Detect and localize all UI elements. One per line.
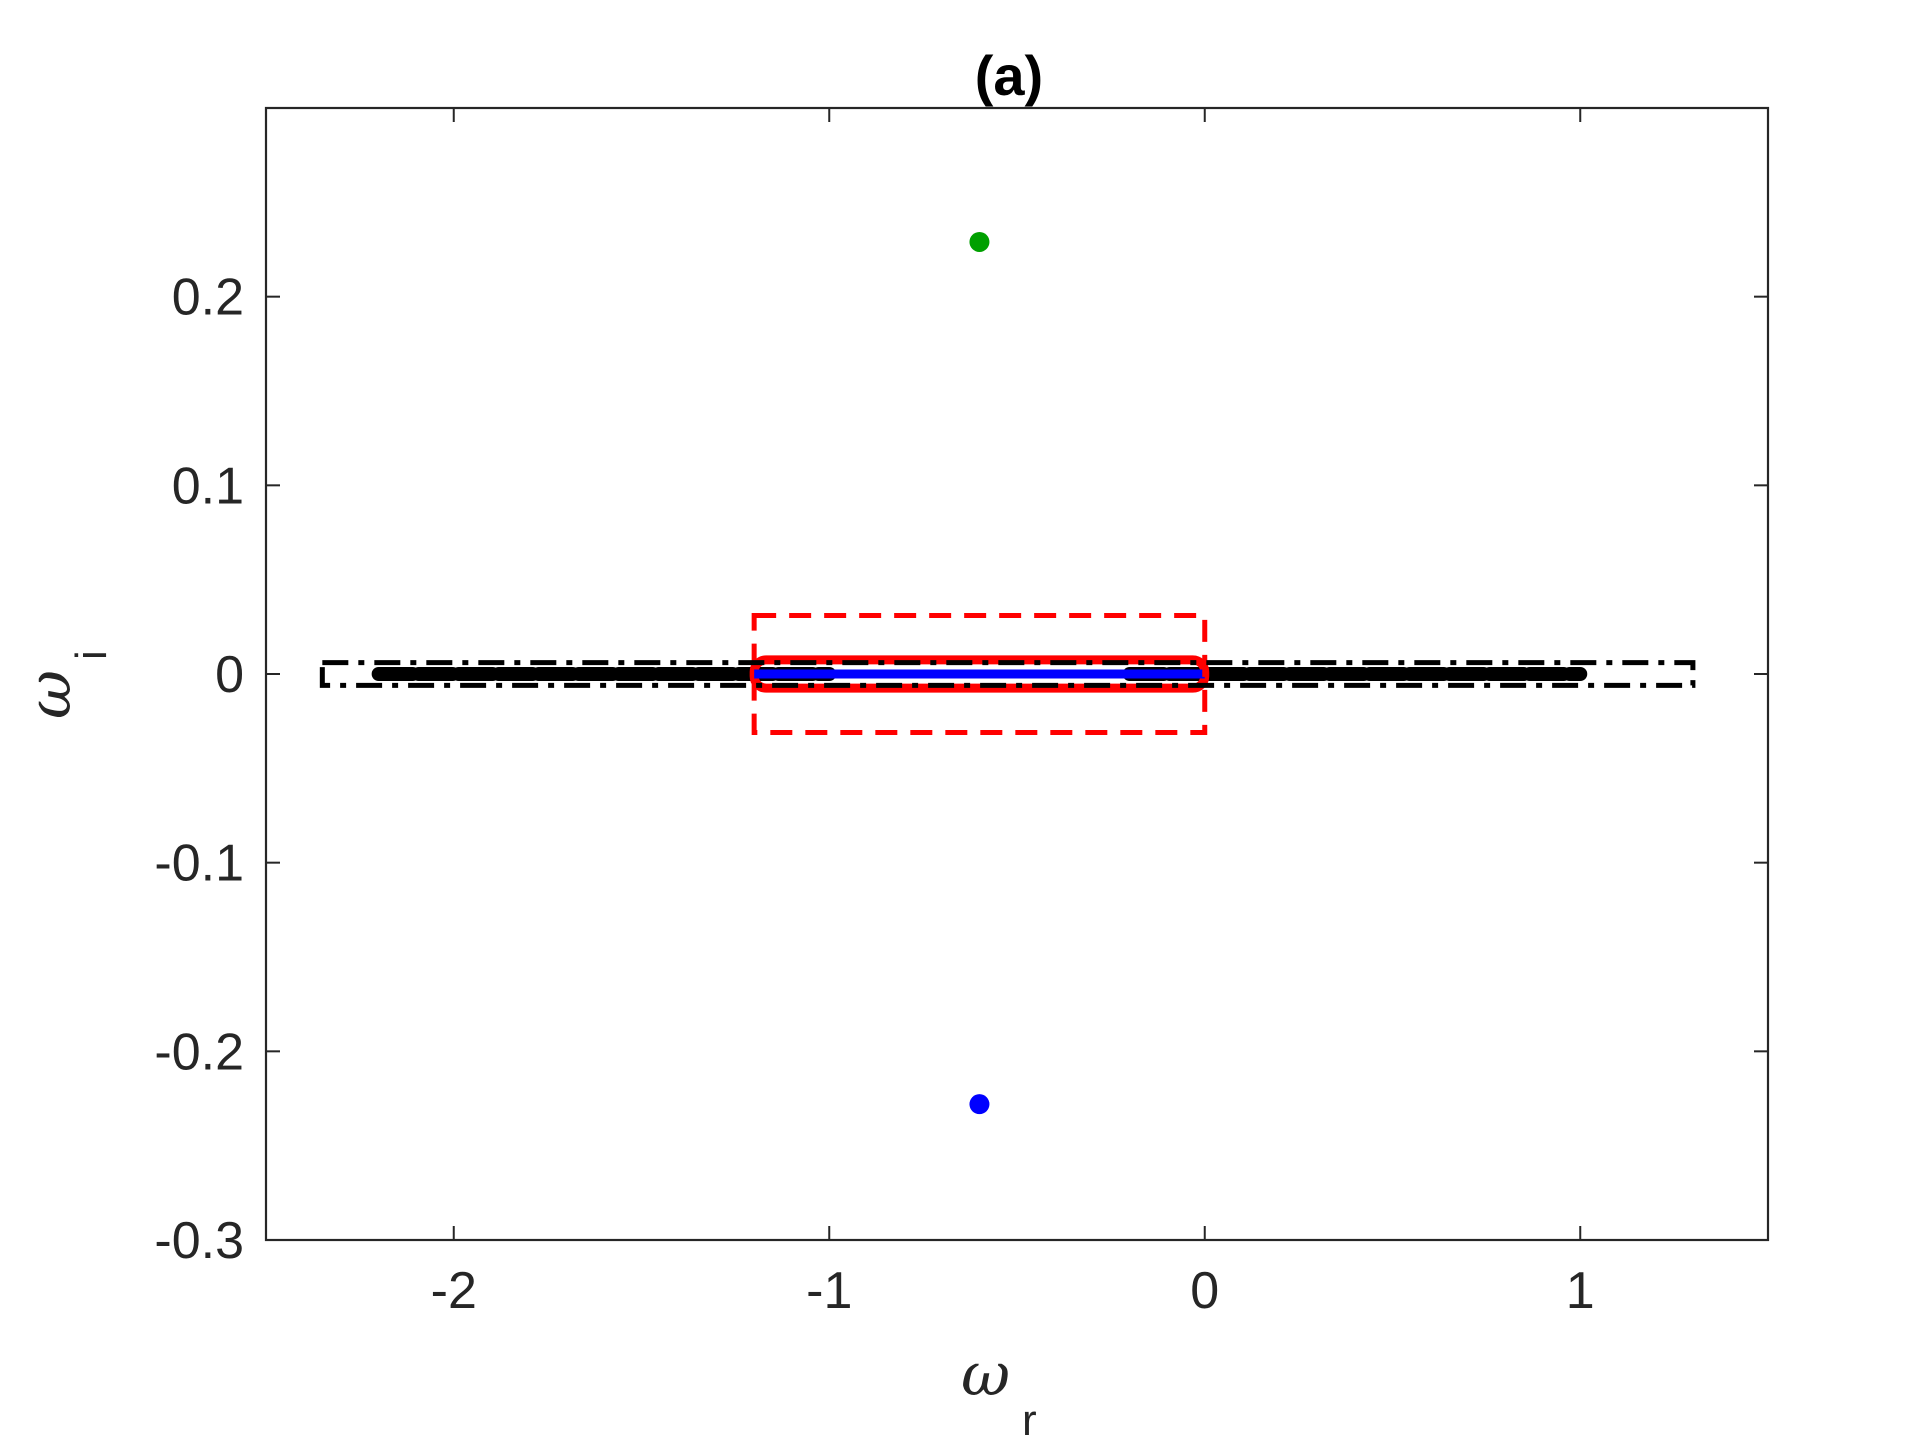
y-tick-label: -0.2 bbox=[154, 1023, 244, 1081]
x-tick-label: -1 bbox=[806, 1262, 852, 1320]
y-tick-label: -0.1 bbox=[154, 835, 244, 893]
dashdot-rectangle bbox=[319, 660, 1696, 688]
y-tick-label: 0.1 bbox=[172, 457, 244, 515]
y-tick-label: -0.3 bbox=[154, 1212, 244, 1270]
x-axis-label-symbol: ω bbox=[961, 1340, 1010, 1410]
y-tick-label: 0 bbox=[215, 646, 244, 704]
blue-eigenvalue-point bbox=[969, 1094, 990, 1115]
axis-ticks: -2 -1 0 1 -0.3 -0.2 -0.1 0 0.1 0.2 bbox=[154, 108, 1768, 1320]
y-tick-label: 0.2 bbox=[172, 269, 244, 327]
x-tick-label: 1 bbox=[1566, 1262, 1595, 1320]
y-axis-label-symbol: ω bbox=[15, 670, 85, 719]
y-axis-label: ω i bbox=[15, 650, 116, 719]
red-dashed-rectangle bbox=[751, 613, 1208, 735]
x-tick-label: 0 bbox=[1190, 1262, 1219, 1320]
y-axis-label-subscript: i bbox=[67, 650, 116, 660]
green-eigenvalue-point bbox=[969, 231, 990, 252]
plot-data-layer bbox=[319, 231, 1696, 1115]
x-tick-label: -2 bbox=[431, 1262, 477, 1320]
x-axis-label-subscript: r bbox=[1022, 1396, 1037, 1444]
chart-title: (a) bbox=[975, 44, 1043, 107]
